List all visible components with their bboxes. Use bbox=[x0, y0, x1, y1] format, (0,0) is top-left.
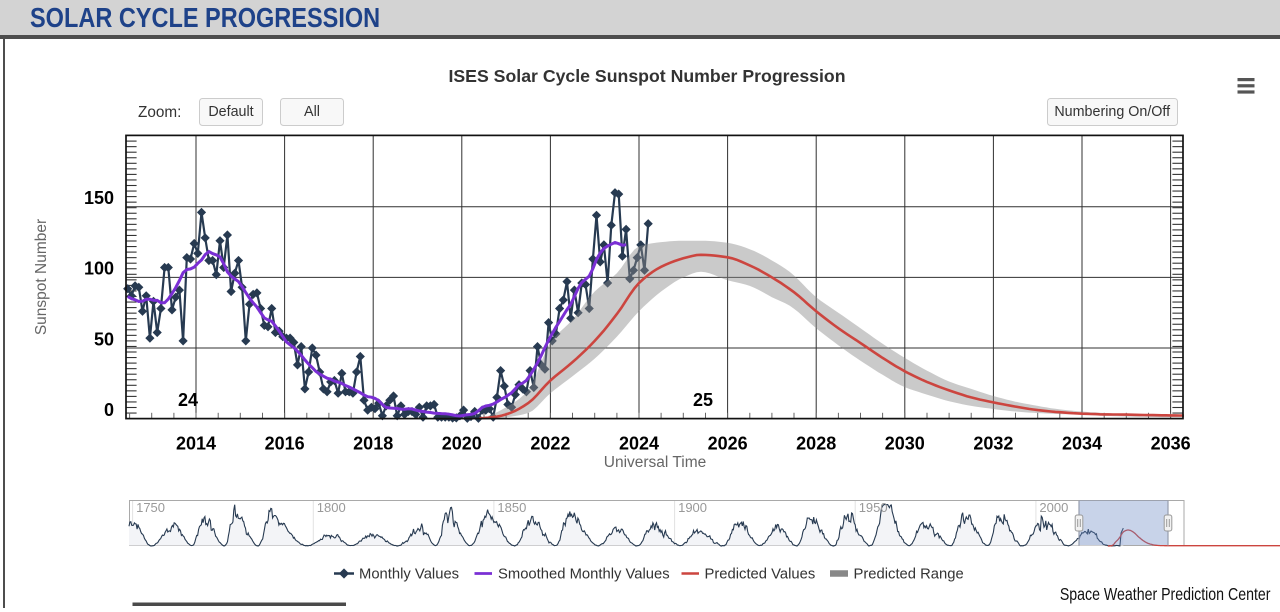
svg-text:2034: 2034 bbox=[1062, 434, 1102, 454]
svg-text:2026: 2026 bbox=[708, 434, 748, 454]
svg-text:ISES Solar Cycle Sunspot Numbe: ISES Solar Cycle Sunspot Number Progress… bbox=[448, 66, 845, 86]
svg-text:2020: 2020 bbox=[442, 434, 482, 454]
svg-text:150: 150 bbox=[84, 188, 114, 208]
svg-text:2000: 2000 bbox=[1039, 500, 1068, 515]
svg-text:2030: 2030 bbox=[885, 434, 925, 454]
svg-text:1750: 1750 bbox=[136, 500, 165, 515]
svg-text:2032: 2032 bbox=[973, 434, 1013, 454]
svg-text:Space Weather Prediction Cente: Space Weather Prediction Center bbox=[1060, 586, 1271, 605]
svg-text:24: 24 bbox=[178, 390, 198, 410]
svg-text:2014: 2014 bbox=[176, 434, 216, 454]
svg-text:Universal Time: Universal Time bbox=[604, 454, 707, 471]
svg-text:Predicted Range: Predicted Range bbox=[854, 567, 964, 583]
svg-text:50: 50 bbox=[94, 329, 114, 349]
svg-text:Sunspot Number: Sunspot Number bbox=[33, 219, 50, 335]
svg-text:2018: 2018 bbox=[353, 434, 393, 454]
svg-text:1850: 1850 bbox=[497, 500, 526, 515]
svg-text:0: 0 bbox=[104, 400, 114, 420]
svg-text:2016: 2016 bbox=[265, 434, 305, 454]
svg-text:100: 100 bbox=[84, 259, 114, 279]
svg-text:Smoothed Monthly Values: Smoothed Monthly Values bbox=[498, 567, 670, 583]
svg-text:2022: 2022 bbox=[530, 434, 570, 454]
svg-text:Monthly Values: Monthly Values bbox=[359, 567, 459, 583]
svg-text:2036: 2036 bbox=[1151, 434, 1191, 454]
svg-text:2028: 2028 bbox=[796, 434, 836, 454]
svg-text:2024: 2024 bbox=[619, 434, 659, 454]
svg-text:Predicted Values: Predicted Values bbox=[705, 567, 816, 583]
svg-text:25: 25 bbox=[693, 390, 713, 410]
svg-text:1950: 1950 bbox=[859, 500, 888, 515]
svg-text:1900: 1900 bbox=[678, 500, 707, 515]
svg-text:1800: 1800 bbox=[317, 500, 346, 515]
